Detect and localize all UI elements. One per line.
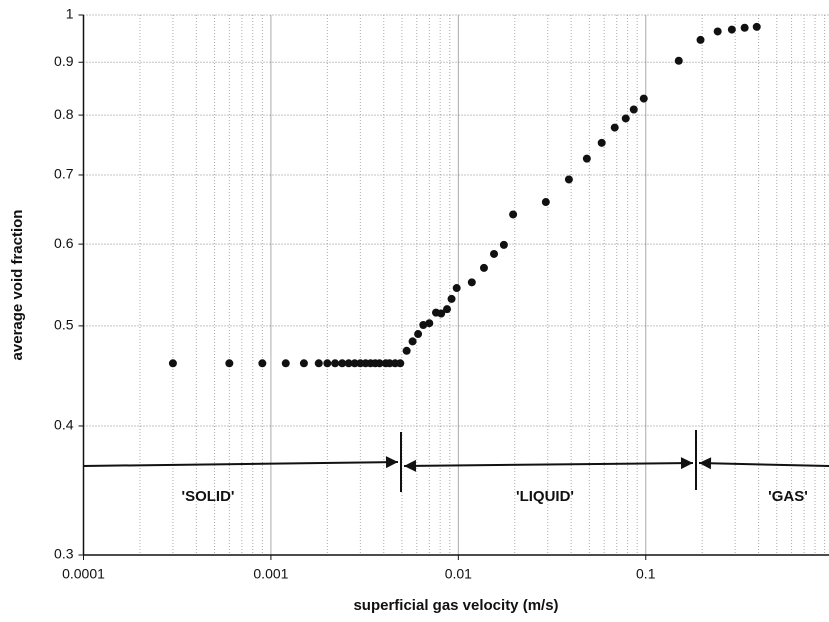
point bbox=[479, 263, 488, 272]
point bbox=[350, 359, 359, 368]
point bbox=[402, 346, 411, 355]
point bbox=[331, 359, 340, 368]
x-tick-label: 0.001 bbox=[253, 566, 288, 582]
x-axis-title: superficial gas velocity (m/s) bbox=[353, 597, 558, 614]
point bbox=[752, 22, 761, 31]
point bbox=[225, 359, 234, 368]
point bbox=[674, 56, 683, 65]
x-tick-label: 0.01 bbox=[445, 566, 472, 582]
point bbox=[396, 359, 405, 368]
point bbox=[344, 359, 353, 368]
y-tick-label: 0.8 bbox=[54, 106, 74, 122]
arrow bbox=[403, 457, 694, 472]
point bbox=[499, 240, 508, 249]
point bbox=[582, 154, 591, 163]
point bbox=[639, 94, 648, 103]
point bbox=[375, 359, 384, 368]
annotation: 'GAS' bbox=[768, 488, 808, 505]
point bbox=[443, 305, 452, 314]
point bbox=[727, 25, 736, 34]
point bbox=[425, 319, 434, 328]
arrow bbox=[698, 457, 829, 470]
point bbox=[168, 359, 177, 368]
point bbox=[385, 359, 394, 368]
point bbox=[597, 138, 606, 147]
x-tick-label: 0.0001 bbox=[62, 566, 105, 582]
point bbox=[414, 330, 423, 339]
point bbox=[299, 359, 308, 368]
x-tick-label: 0.1 bbox=[636, 566, 656, 582]
point bbox=[447, 294, 456, 303]
point bbox=[323, 359, 332, 368]
point bbox=[490, 249, 499, 258]
point bbox=[452, 284, 461, 293]
point bbox=[509, 210, 518, 219]
point bbox=[467, 278, 476, 287]
y-tick-label: 0.3 bbox=[54, 546, 74, 562]
point bbox=[338, 359, 347, 368]
annotation: 'LIQUID' bbox=[516, 488, 574, 505]
y-axis-title: average void fraction bbox=[9, 210, 26, 361]
y-tick-label: 0.9 bbox=[54, 53, 74, 69]
point bbox=[408, 337, 417, 346]
point bbox=[696, 35, 705, 44]
point bbox=[713, 27, 722, 36]
point bbox=[541, 198, 550, 207]
y-tick-label: 0.5 bbox=[54, 317, 74, 333]
y-tick-label: 1 bbox=[66, 6, 74, 22]
annotation: 'SOLID' bbox=[182, 488, 235, 505]
annotations: 'SOLID' 'LIQUID' 'GAS' bbox=[82, 430, 829, 505]
point bbox=[564, 175, 573, 184]
point bbox=[258, 359, 267, 368]
point bbox=[629, 105, 638, 114]
point bbox=[419, 320, 428, 329]
arrow bbox=[82, 456, 399, 469]
y-tick-label: 0.4 bbox=[54, 417, 74, 433]
point bbox=[610, 123, 619, 132]
point bbox=[621, 114, 630, 123]
point bbox=[281, 359, 290, 368]
point bbox=[314, 359, 323, 368]
y-tick-label: 0.6 bbox=[54, 235, 74, 251]
point bbox=[740, 23, 749, 32]
point bbox=[437, 309, 446, 318]
y-tick-label: 0.7 bbox=[54, 166, 74, 182]
